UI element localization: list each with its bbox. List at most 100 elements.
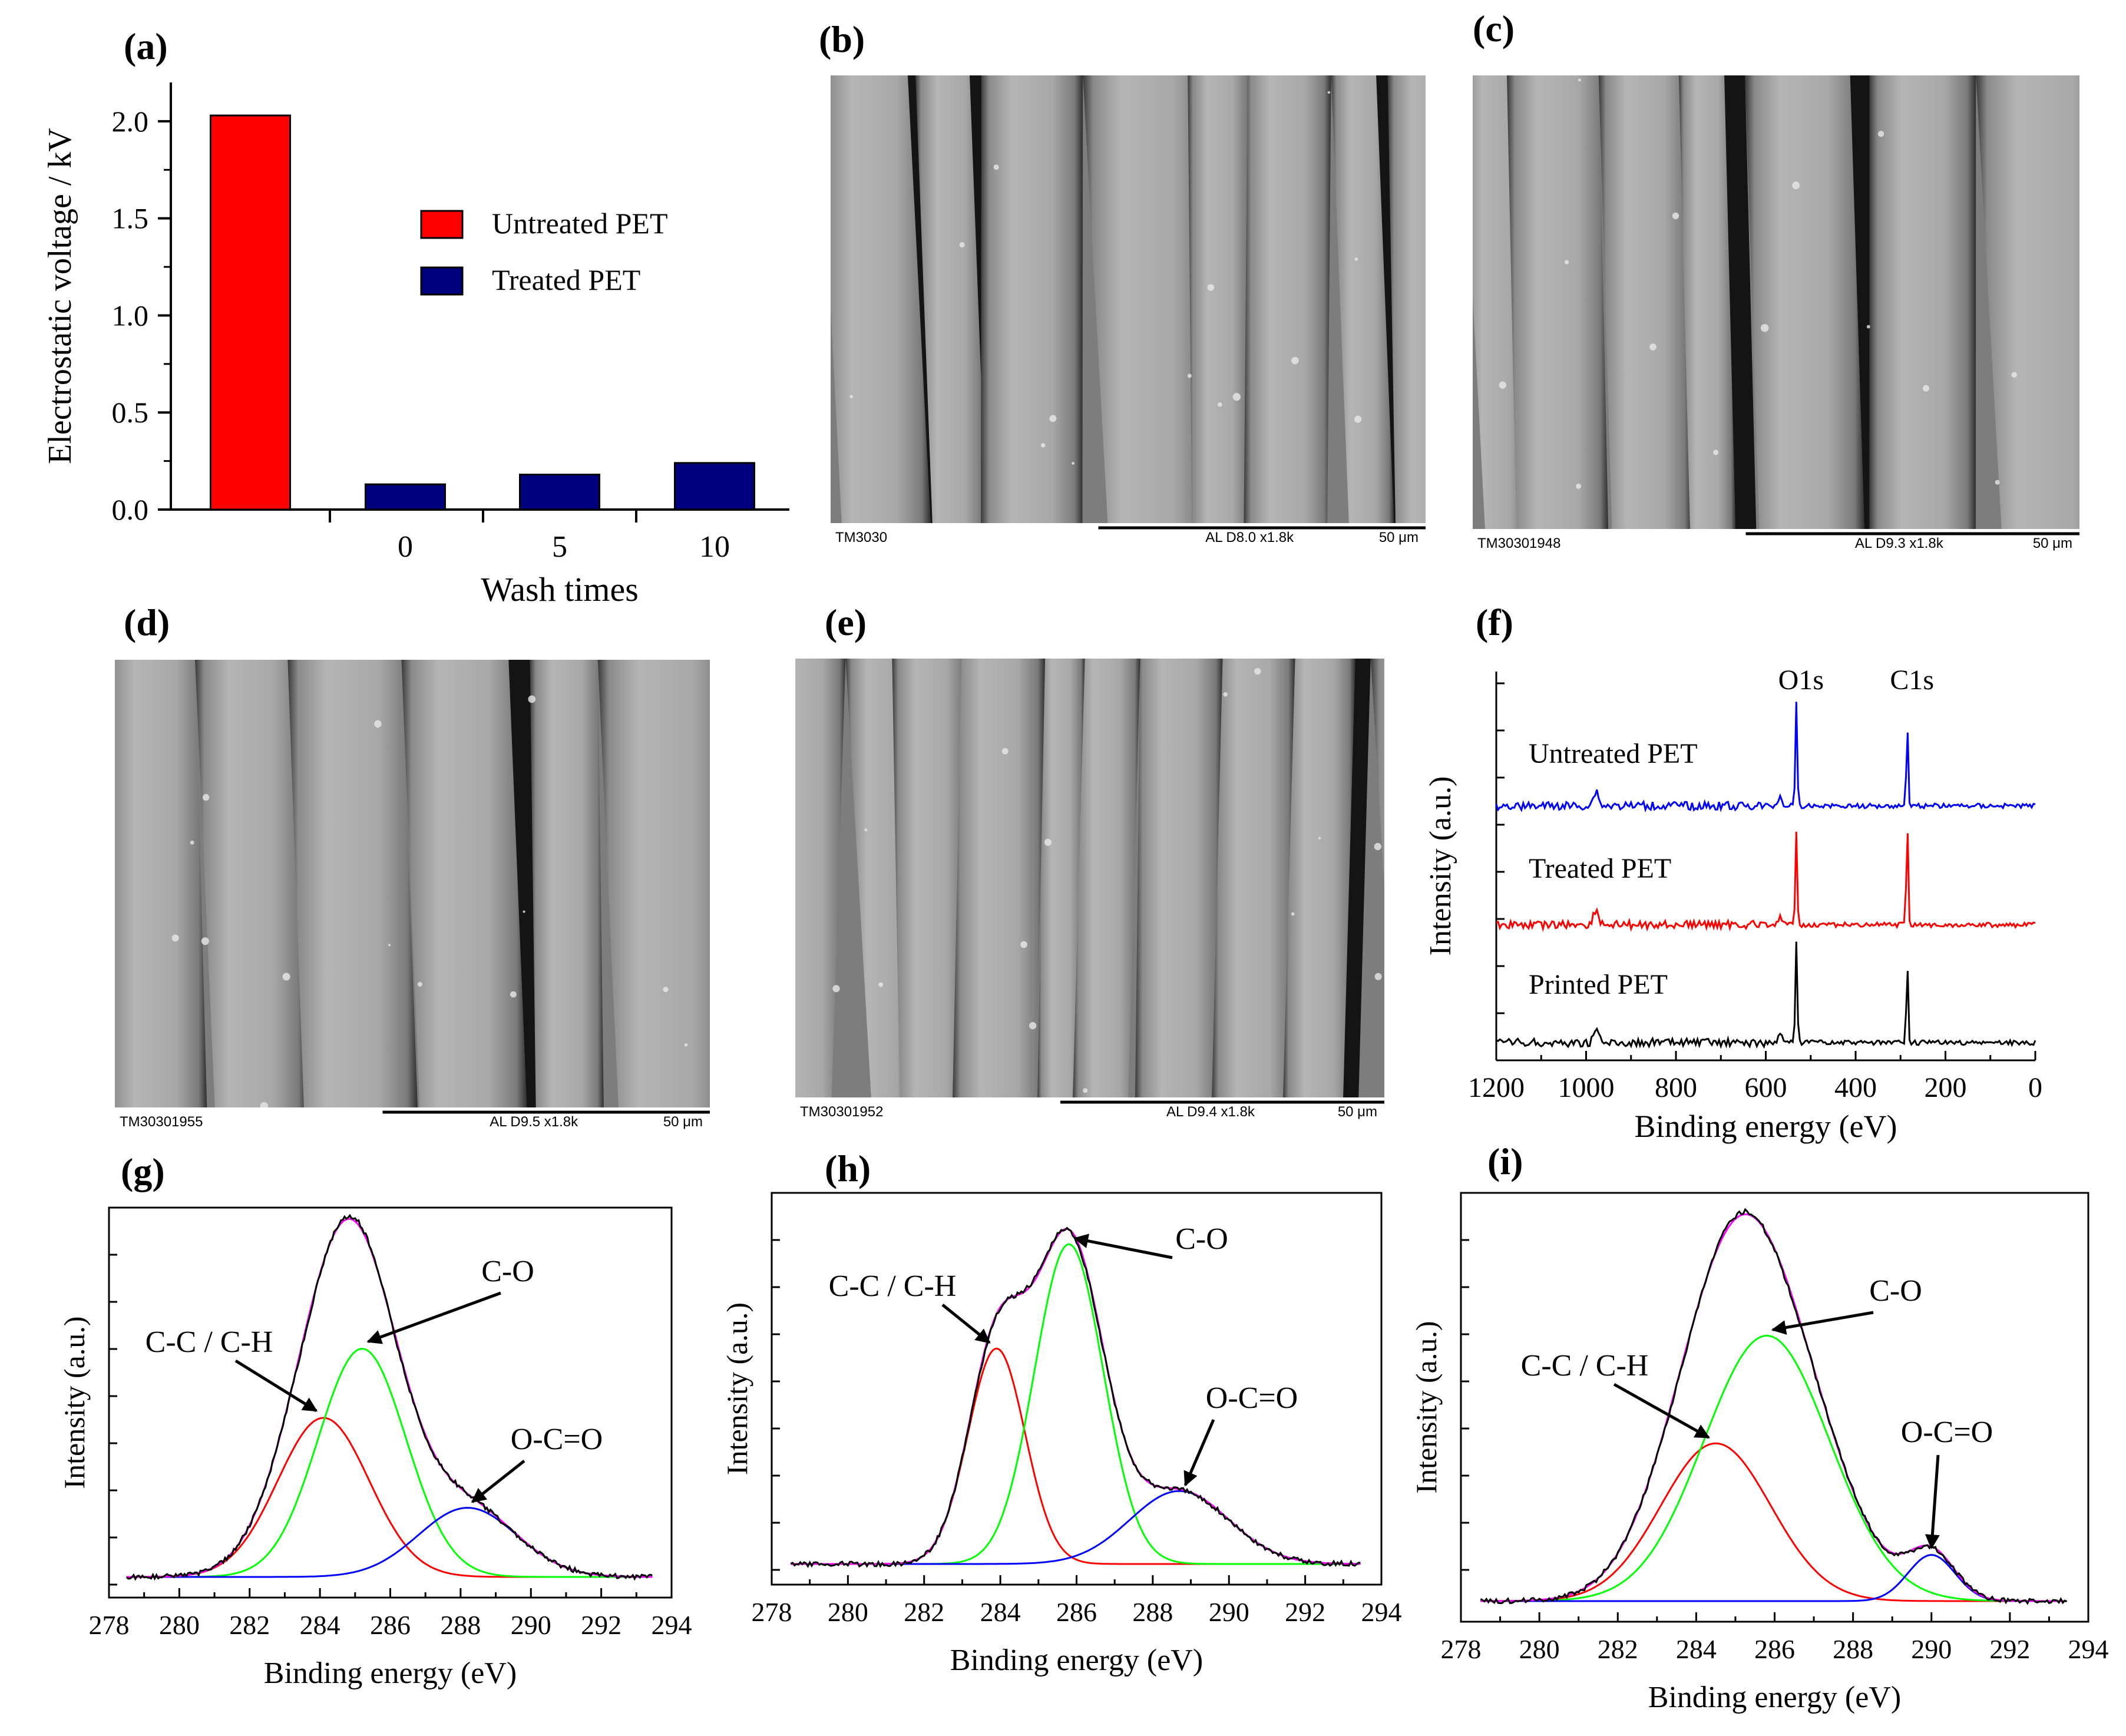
panel-f: (f) 1200 1000 800 600 400 200 0 Binding energy (… — [1424, 601, 2042, 1144]
series-label: Treated PET — [1529, 853, 1671, 884]
sem-panel-e: (e) TM30301952 AL D9.4 x1.8k 50 μm — [795, 601, 1384, 1120]
legend-swatch — [420, 266, 464, 296]
x-tick-label: 280 — [828, 1597, 868, 1627]
annotation-arrow — [1771, 1311, 1874, 1335]
x-tick-label: 294 — [652, 1610, 692, 1640]
fiber — [1331, 75, 1394, 523]
fiber — [831, 75, 931, 523]
fit-envelope — [126, 1218, 653, 1578]
particle — [663, 987, 669, 993]
panel-label: (g) — [121, 1150, 165, 1192]
particle — [1318, 836, 1321, 839]
particle — [1877, 131, 1884, 137]
fit-component — [1480, 1442, 2067, 1602]
peak-annotation: O-C=O — [1206, 1381, 1298, 1415]
annotation-arrow — [471, 1460, 525, 1503]
particle — [1576, 483, 1582, 489]
x-tick-label: 5 — [552, 530, 567, 564]
x-axis-title: Binding energy (eV) — [264, 1656, 517, 1690]
fiber-gap — [2089, 75, 2126, 529]
annotation-arrow — [1925, 1454, 1940, 1550]
raw-spectrum — [1480, 1208, 2068, 1605]
fiber — [1283, 659, 1355, 1097]
particle — [1044, 838, 1052, 846]
sem-panel-b: (b) TM3030 AL D8.0 x1.8k 50 μm — [819, 18, 1426, 545]
particle — [510, 991, 517, 998]
x-tick-label: 288 — [1833, 1634, 1873, 1664]
annotation-arrow — [366, 1291, 501, 1344]
panel-g: (g) 278 280 282 284 286 288 290 292 294 Binding en… — [58, 1150, 692, 1690]
particle — [388, 944, 391, 947]
annotation-arrow — [234, 1359, 318, 1413]
particle — [1649, 343, 1657, 350]
particle — [864, 828, 868, 832]
x-tick-label: 280 — [159, 1610, 200, 1640]
particle — [190, 840, 194, 845]
annotation-arrow — [1183, 1419, 1215, 1487]
panel-label: (d) — [124, 601, 170, 643]
panel-label: (h) — [825, 1148, 871, 1189]
y-axis-title: Intensity (a.u.) — [720, 1302, 753, 1475]
fiber — [953, 659, 1046, 1097]
sem-panel-d: (d) TM30301955 AL D9.5 x1.8k 50 μm — [115, 601, 710, 1130]
y-tick-label: 2.0 — [112, 105, 149, 138]
y-tick-label: 0.5 — [112, 396, 149, 429]
particle — [1792, 181, 1800, 190]
particle — [2011, 372, 2017, 378]
particle — [1578, 78, 1581, 82]
annotation-arrow — [1613, 1383, 1710, 1439]
survey-line — [1496, 941, 2036, 1049]
x-tick-label: 278 — [752, 1597, 792, 1627]
particle — [1499, 381, 1506, 389]
y-axis-title: Intensity (a.u.) — [1424, 776, 1457, 956]
sem-info: AL D9.5 x1.8k — [490, 1114, 578, 1130]
x-tick-label: 284 — [1676, 1634, 1717, 1664]
x-tick-label: 284 — [300, 1610, 340, 1640]
x-axis-title: Binding energy (eV) — [950, 1644, 1203, 1677]
fiber — [287, 660, 418, 1107]
particle — [1040, 443, 1046, 448]
particle — [1072, 462, 1074, 465]
sem-instrument-id: TM30301952 — [800, 1104, 883, 1120]
bar — [674, 462, 755, 511]
fiber — [530, 660, 604, 1107]
particle — [1291, 356, 1299, 365]
panel-label: (b) — [819, 18, 865, 60]
particle — [849, 395, 854, 399]
fiber — [915, 75, 987, 523]
y-tick-label: 0.0 — [112, 493, 149, 526]
peak-annotation: C-C / C-H — [829, 1269, 957, 1303]
x-axis-title: Wash times — [481, 570, 639, 609]
sem-fibers — [115, 660, 710, 1107]
fiber — [1745, 75, 1864, 529]
series-label: Untreated PET — [1529, 738, 1698, 769]
fiber-gap — [1343, 659, 1371, 1097]
x-tick-label: 10 — [699, 530, 730, 564]
x-axis-title: Binding energy (eV) — [1648, 1681, 1901, 1714]
fiber — [1037, 659, 1085, 1097]
x-tick-label: 286 — [1754, 1634, 1795, 1664]
fiber — [1370, 659, 1384, 886]
peak-annotation: C-O — [481, 1255, 534, 1288]
particle — [1354, 415, 1362, 423]
x-tick-label: 290 — [1911, 1634, 1952, 1664]
fiber — [597, 660, 710, 1107]
y-axis-title: Electrostatic voltage / kV — [42, 128, 78, 464]
annotation-arrow — [1073, 1234, 1173, 1259]
particle — [684, 1043, 688, 1047]
fiber — [1188, 75, 1252, 523]
fiber — [401, 660, 527, 1107]
fiber — [195, 660, 308, 1107]
particle — [523, 910, 525, 913]
x-tick-label: 290 — [1209, 1597, 1249, 1627]
bar — [365, 483, 446, 511]
fiber — [1976, 75, 2079, 529]
panel-label: (i) — [1487, 1140, 1523, 1182]
particle — [417, 981, 422, 987]
particle — [1223, 692, 1228, 697]
sem-instrument-id: TM30301955 — [120, 1114, 203, 1130]
fiber — [1678, 75, 1736, 529]
sem-panel-c: (c) TM30301948 AL D9.3 x1.8k 50 μm — [1473, 8, 2126, 551]
plot-frame — [108, 1206, 673, 1599]
